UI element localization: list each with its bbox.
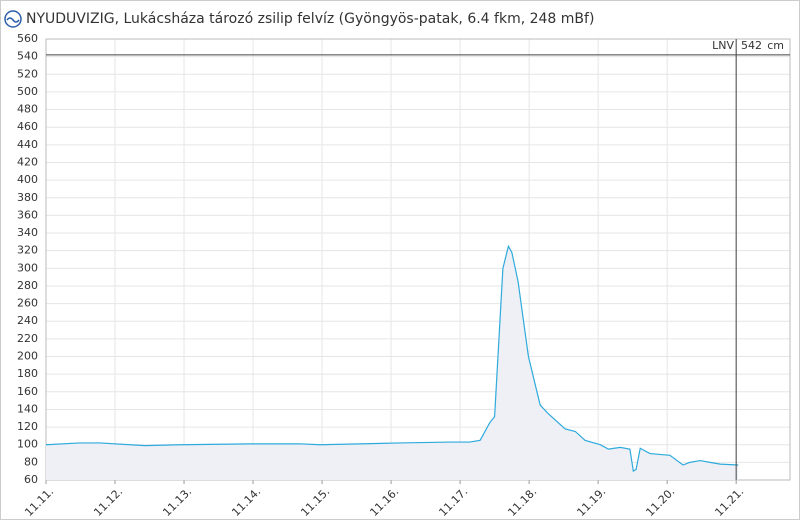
threshold-unit: cm [767,39,784,52]
chart-title: NYUDUVIZIG, Lukácsháza tározó zsilip fel… [26,11,594,27]
y-tick-label: 360 [17,208,38,221]
y-tick-label: 180 [17,367,38,380]
y-tick-label: 200 [17,350,38,363]
y-tick-label: 280 [17,279,38,292]
y-tick-label: 480 [17,103,38,116]
y-tick-label: 420 [17,155,38,168]
y-tick-label: 500 [17,85,38,98]
y-tick-label: 120 [17,420,38,433]
y-tick-label: 140 [17,402,38,415]
y-tick-label: 440 [17,138,38,151]
threshold-value: 542 [741,39,762,52]
y-tick-label: 260 [17,297,38,310]
y-tick-label: 560 [17,32,38,45]
area [46,246,739,480]
y-tick-label: 400 [17,173,38,186]
logo [4,10,22,28]
line [45,244,739,473]
y-tick-label: 460 [17,120,38,133]
y-tick-label: 300 [17,261,38,274]
y-tick-label: 240 [17,314,38,327]
y-tick-label: 320 [17,244,38,257]
threshold-label: LNV [712,39,734,52]
y-tick-label: 380 [17,191,38,204]
y-tick-label: 520 [17,67,38,80]
y-tick-label: 100 [17,438,38,451]
y-tick-label: 540 [17,50,38,63]
y-tick-label: 220 [17,332,38,345]
y-tick-label: 340 [17,226,38,239]
y-tick-label: 80 [24,455,38,468]
y-tick-label: 60 [24,473,38,486]
y-tick-label: 160 [17,385,38,398]
